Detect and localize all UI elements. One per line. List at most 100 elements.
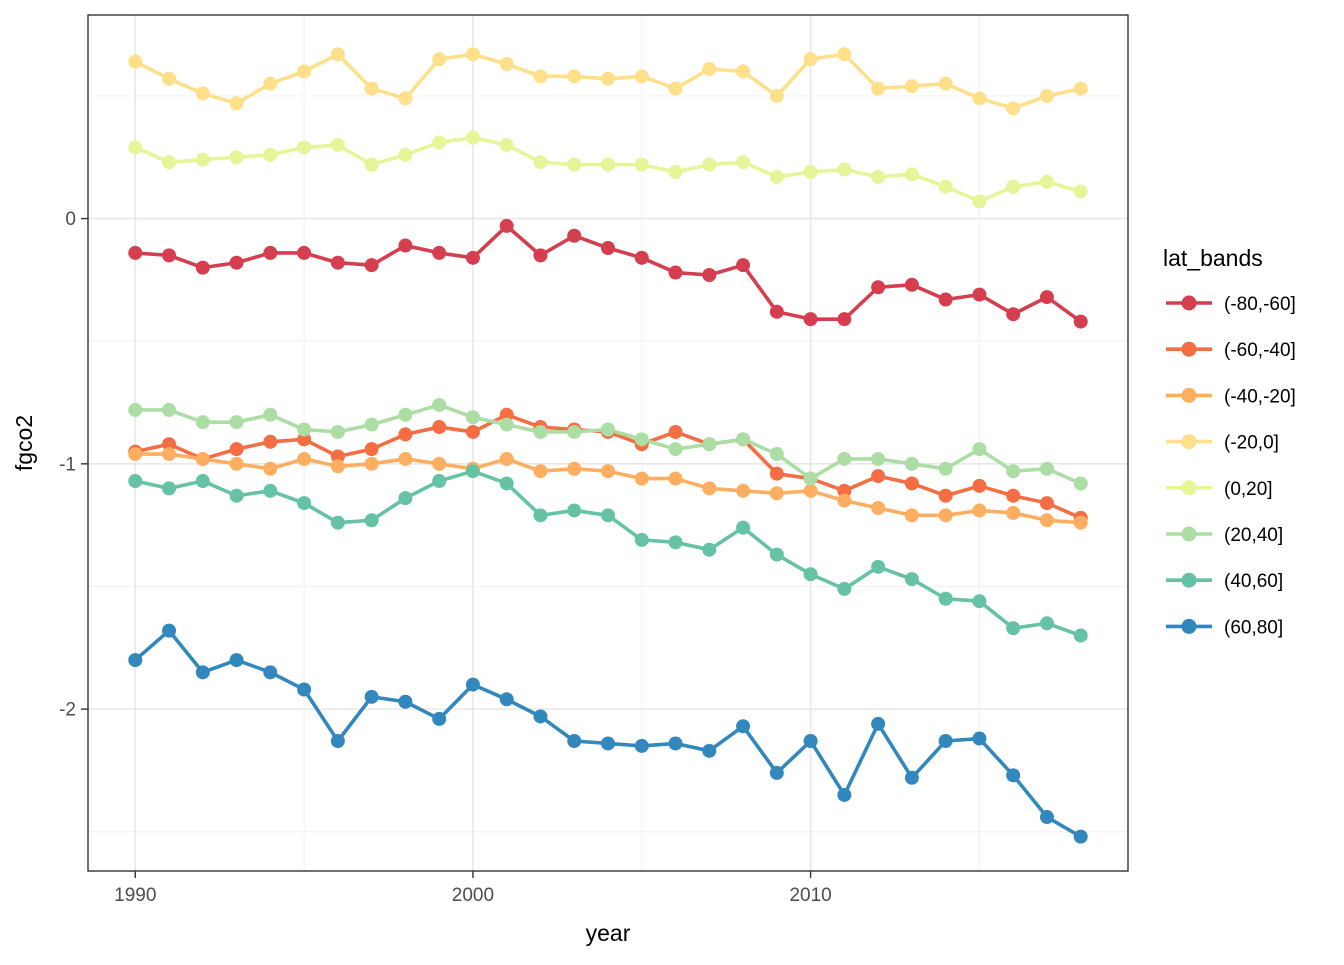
data-point: [972, 287, 987, 302]
data-point: [330, 449, 345, 464]
data-point: [1006, 505, 1021, 520]
data-point: [634, 157, 649, 172]
data-point: [668, 424, 683, 439]
data-point: [837, 787, 852, 802]
series-layer: [128, 47, 1088, 844]
data-point: [128, 245, 143, 260]
data-point: [229, 488, 244, 503]
data-point: [162, 623, 177, 638]
legend-label: (40,60]: [1224, 571, 1283, 592]
data-point: [769, 765, 784, 780]
data-point: [297, 682, 312, 697]
data-point: [465, 464, 480, 479]
data-point: [195, 415, 210, 430]
data-point: [972, 478, 987, 493]
data-point: [567, 69, 582, 84]
data-point: [938, 488, 953, 503]
legend-title: lat_bands: [1163, 245, 1263, 271]
data-point: [601, 736, 615, 751]
data-point: [938, 508, 953, 523]
data-point: [263, 434, 278, 449]
data-point: [1039, 290, 1054, 305]
data-point: [128, 54, 143, 69]
data-point: [297, 451, 312, 466]
x-tick-label: 2000: [452, 885, 494, 906]
data-point: [837, 312, 852, 327]
data-point: [803, 483, 818, 498]
data-point: [871, 500, 886, 515]
legend-key-point: [1181, 618, 1197, 634]
data-point: [1039, 461, 1054, 476]
data-point: [195, 665, 210, 680]
data-point: [533, 69, 548, 84]
data-point: [229, 442, 244, 457]
data-point: [128, 402, 143, 417]
data-point: [364, 417, 379, 432]
data-point: [668, 471, 683, 486]
data-point: [398, 451, 413, 466]
data-point: [263, 147, 278, 162]
data-point: [938, 591, 953, 606]
data-point: [803, 567, 818, 582]
legend-label: (-40,-20]: [1224, 386, 1296, 407]
data-point: [432, 711, 447, 726]
data-point: [398, 147, 413, 162]
data-point: [871, 280, 886, 295]
legend-label: (20,40]: [1224, 525, 1283, 546]
data-point: [499, 417, 514, 432]
legend-key-point: [1181, 295, 1197, 311]
data-point: [1006, 101, 1021, 116]
data-point: [769, 486, 784, 501]
data-point: [904, 572, 919, 587]
data-point: [398, 491, 413, 506]
data-point: [499, 137, 514, 152]
data-point: [904, 167, 919, 182]
data-point: [1039, 616, 1054, 631]
data-point: [499, 692, 514, 707]
data-point: [871, 451, 886, 466]
data-point: [1073, 314, 1088, 329]
data-point: [938, 292, 953, 307]
data-point: [668, 164, 683, 179]
data-point: [904, 770, 919, 785]
data-point: [972, 91, 987, 106]
legend-key-point: [1181, 387, 1197, 403]
data-point: [465, 250, 480, 265]
data-point: [904, 79, 919, 94]
data-point: [837, 483, 852, 498]
data-point: [330, 734, 345, 749]
data-point: [229, 415, 244, 430]
data-point: [1006, 179, 1021, 194]
data-point: [229, 255, 244, 270]
data-point: [364, 456, 379, 471]
legend-items: (-80,-60] (-60,-40] (-40,-20] (-20,0] (0,20]…: [1166, 294, 1296, 638]
data-point: [398, 91, 413, 106]
legend-label: (0,20]: [1224, 479, 1273, 500]
data-point: [972, 503, 987, 518]
legend-item: (-60,-40]: [1166, 340, 1296, 361]
data-point: [601, 241, 615, 256]
data-point: [330, 137, 345, 152]
x-axis-title: year: [586, 920, 631, 946]
data-point: [871, 169, 886, 184]
data-point: [195, 451, 210, 466]
data-point: [1073, 476, 1088, 491]
data-point: [432, 420, 447, 435]
data-point: [330, 459, 345, 474]
data-point: [769, 88, 784, 103]
data-point: [938, 76, 953, 91]
data-point: [499, 57, 514, 72]
data-point: [668, 265, 683, 280]
data-point: [1039, 810, 1054, 825]
data-point: [297, 64, 312, 79]
data-point: [702, 157, 717, 172]
data-point: [1006, 768, 1021, 783]
data-point: [634, 532, 649, 547]
data-point: [1039, 496, 1054, 511]
data-point: [330, 255, 345, 270]
data-point: [702, 437, 717, 452]
data-point: [128, 653, 143, 668]
data-point: [769, 304, 784, 319]
panel-border: [87, 14, 1129, 872]
